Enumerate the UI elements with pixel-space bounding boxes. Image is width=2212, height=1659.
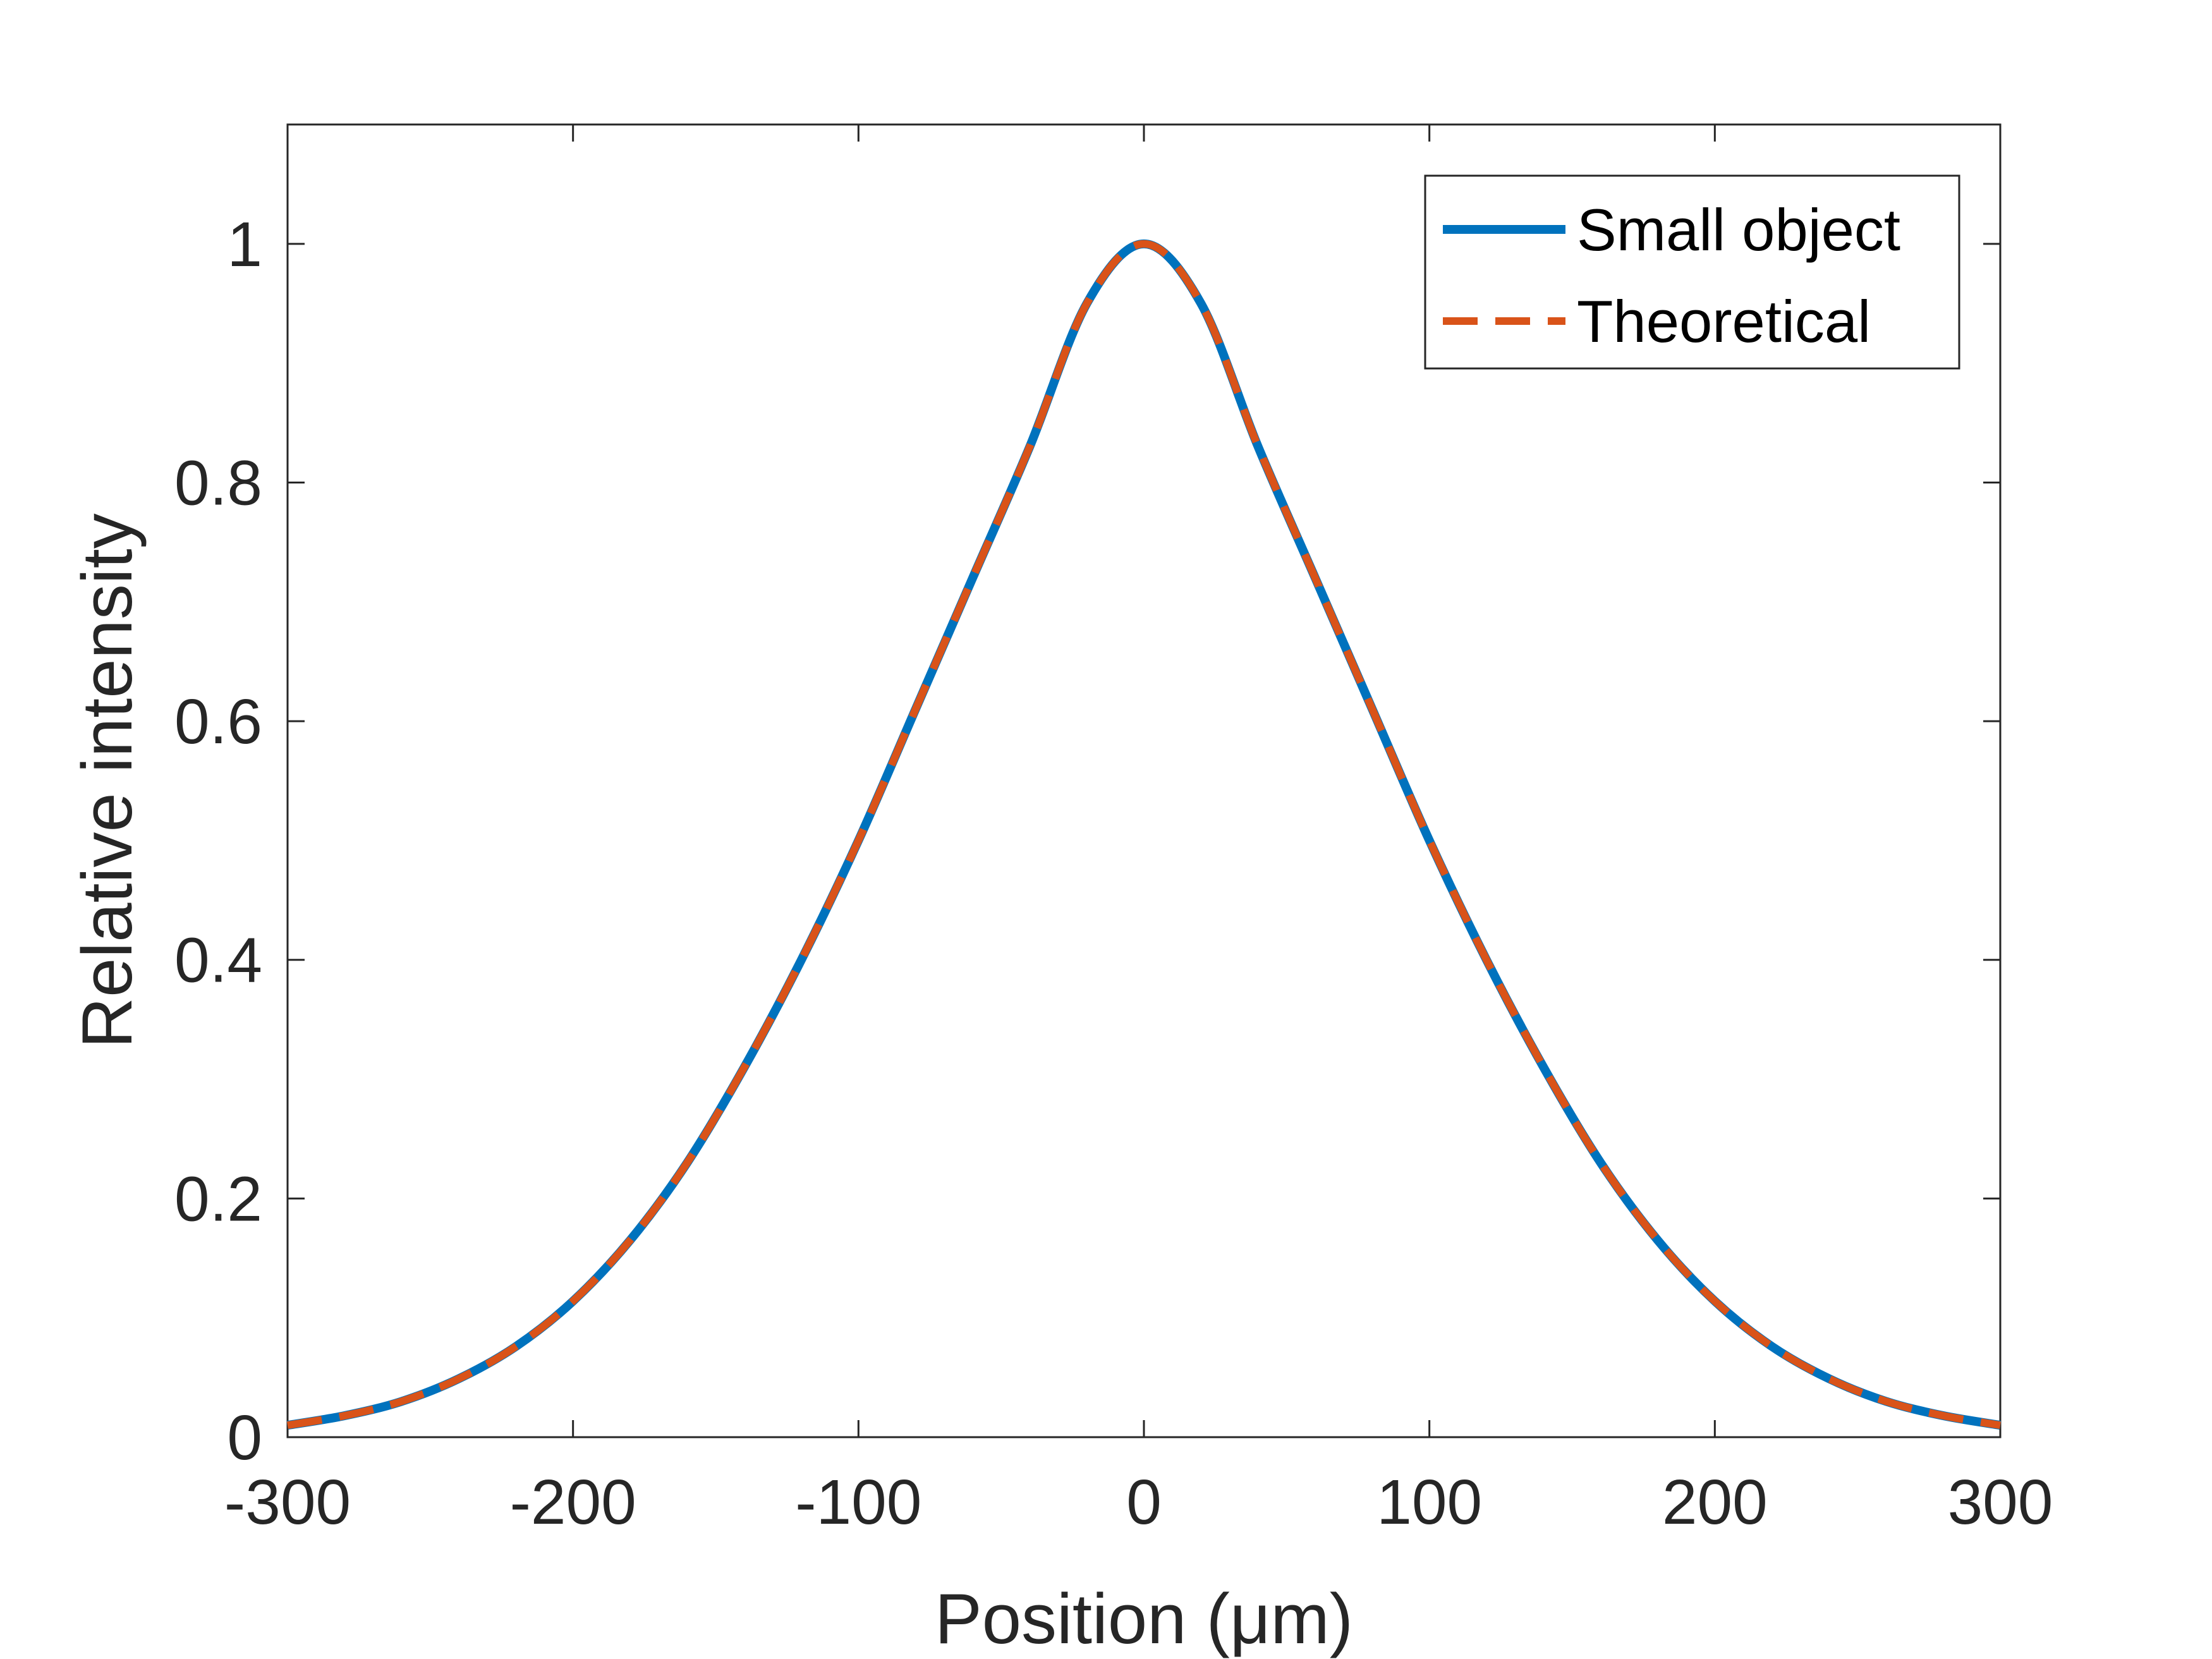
- x-tick-label: 0: [1126, 1467, 1162, 1538]
- y-axis-label: Relative intensity: [68, 513, 147, 1048]
- tick-labels: -300 -200 -100 0 100 200 300 0 0.2 0.4 0.6 0.8 1: [174, 209, 2053, 1538]
- legend-label: Small object: [1577, 197, 1900, 263]
- x-tick-label: -100: [795, 1467, 921, 1538]
- y-tick-label: 1: [227, 209, 262, 280]
- x-tick-label: -200: [510, 1467, 636, 1538]
- x-tick-label: -300: [224, 1467, 351, 1538]
- y-tick-label: 0.6: [174, 686, 262, 757]
- x-tick-label: 200: [1662, 1467, 1768, 1538]
- y-tick-label: 0.2: [174, 1164, 262, 1234]
- series-line-theoretical: [287, 240, 2001, 1430]
- legend-box: [1424, 174, 1960, 370]
- x-axis-label: Position (μm): [935, 1579, 1353, 1658]
- x-tick-label: 300: [1948, 1467, 2053, 1538]
- series-layer: [286, 239, 2002, 1430]
- y-tick-label: 0.4: [174, 925, 262, 996]
- legend-label: Theoretical: [1577, 288, 1871, 355]
- x-tick-label: 100: [1376, 1467, 1482, 1538]
- legend: Small object Theoretical: [1424, 174, 1960, 370]
- y-tick-label: 0.8: [174, 447, 262, 518]
- y-tick-label: 0: [227, 1402, 262, 1473]
